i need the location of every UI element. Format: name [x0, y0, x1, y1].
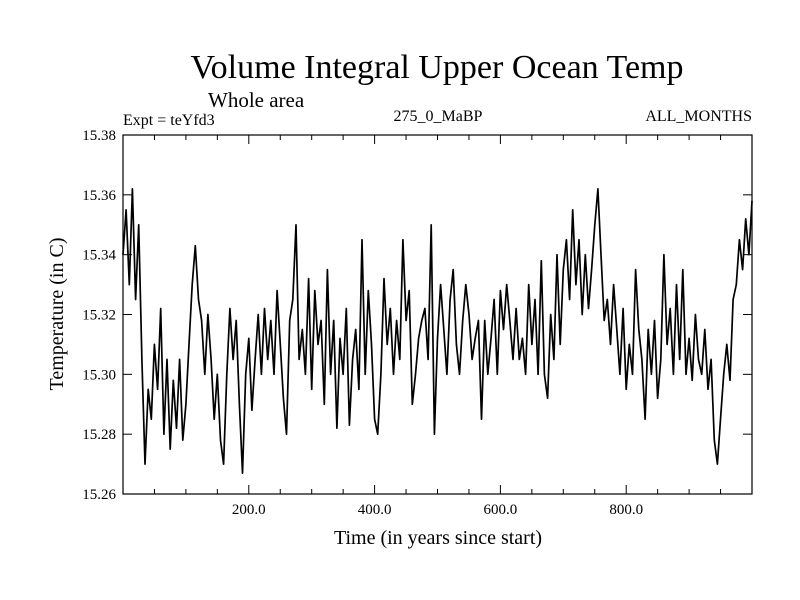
plot-lines	[122, 188, 753, 474]
y-tick-label: 15.38	[82, 128, 116, 144]
y-tick-label: 15.28	[82, 427, 116, 443]
chart-subtitle: Whole area	[208, 88, 305, 112]
temperature-series-line	[122, 188, 753, 474]
plot-frame	[122, 134, 753, 495]
x-axis-ticks: 200.0 400.0 600.0 800.0	[153, 135, 722, 518]
months-label: ALL_MONTHS	[645, 108, 752, 125]
y-axis-label: Temperature (in C)	[46, 238, 68, 391]
x-axis-label: Time (in years since start)	[334, 527, 542, 549]
period-label: 275_0_MaBP	[394, 108, 483, 125]
x-tick-label: 200.0	[232, 502, 266, 518]
x-tick-label: 400.0	[358, 502, 392, 518]
y-tick-label: 15.30	[82, 367, 116, 383]
x-tick-label: 600.0	[484, 502, 518, 518]
y-tick-label: 15.36	[82, 188, 116, 204]
y-tick-label: 15.32	[82, 308, 116, 324]
x-tick-label: 800.0	[609, 502, 643, 518]
experiment-label: Expt = teYfd3	[123, 112, 215, 129]
y-tick-label: 15.26	[82, 487, 116, 503]
y-tick-label: 15.34	[82, 248, 116, 264]
chart-title: Volume Integral Upper Ocean Temp	[191, 49, 684, 86]
